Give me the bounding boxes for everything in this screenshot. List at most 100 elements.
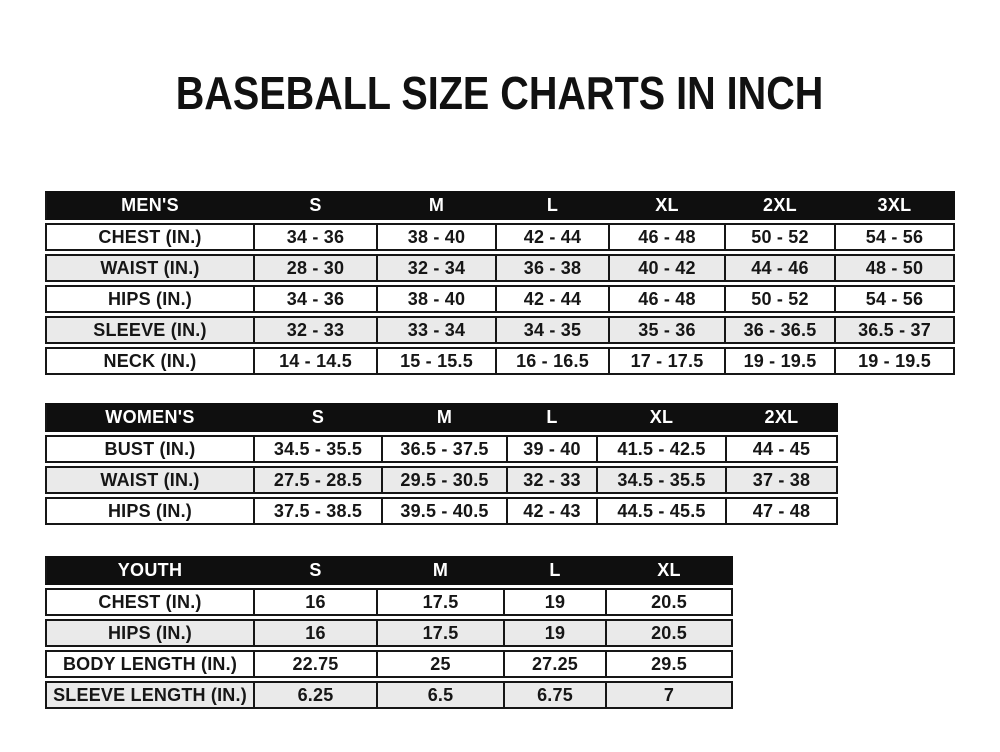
measurement-row: HIPS (IN.) 34 - 36 38 - 40 42 - 44 46 - 48 50… (45, 285, 955, 313)
size-value: 22.75 (255, 650, 378, 678)
size-value: 36.5 - 37 (836, 316, 955, 344)
measurement-row: NECK (IN.) 14 - 14.5 15 - 15.5 16 - 16.5 17 … (45, 347, 955, 375)
size-value: 28 - 30 (255, 254, 378, 282)
size-value: 37.5 - 38.5 (255, 497, 383, 525)
measurement-label: NECK (IN.) (45, 347, 255, 375)
size-value: 34 - 36 (255, 285, 378, 313)
size-value: 48 - 50 (836, 254, 955, 282)
size-value: 19 (505, 588, 607, 616)
header-row: MEN'S S M L XL 2XL 3XL (45, 191, 955, 220)
measurement-label: BUST (IN.) (45, 435, 255, 463)
page-title-text: BASEBALL SIZE CHARTS IN INCH (176, 67, 824, 119)
size-value: 19 (505, 619, 607, 647)
measurement-row: BUST (IN.) 34.5 - 35.5 36.5 - 37.5 39 - 40 4… (45, 435, 838, 463)
size-value: 44.5 - 45.5 (598, 497, 727, 525)
size-column-header: XL (610, 191, 726, 220)
measurement-row: HIPS (IN.) 16 17.5 19 20.5 (45, 619, 733, 647)
measurement-label: SLEEVE (IN.) (45, 316, 255, 344)
size-value: 6.75 (505, 681, 607, 709)
size-value: 25 (378, 650, 505, 678)
size-column-header: XL (607, 556, 733, 585)
size-column-header: L (508, 403, 598, 432)
size-value: 44 - 46 (726, 254, 836, 282)
size-value: 41.5 - 42.5 (598, 435, 727, 463)
size-column-header: L (497, 191, 610, 220)
size-value: 16 (255, 619, 378, 647)
size-value: 37 - 38 (727, 466, 838, 494)
size-value: 16 - 16.5 (497, 347, 610, 375)
size-column-header: S (255, 403, 383, 432)
size-tables-section: MEN'S S M L XL 2XL 3XL CHEST (IN.) 34 - 36 38 - 4… (45, 188, 1000, 712)
mens-size-table: MEN'S S M L XL 2XL 3XL CHEST (IN.) 34 - 36 38 - 4… (45, 188, 955, 378)
table-title-cell: WOMEN'S (45, 403, 255, 432)
size-column-header: M (378, 191, 497, 220)
measurement-row: WAIST (IN.) 27.5 - 28.5 29.5 - 30.5 32 - 33… (45, 466, 838, 494)
size-value: 54 - 56 (836, 223, 955, 251)
size-value: 17.5 (378, 619, 505, 647)
size-value: 46 - 48 (610, 223, 726, 251)
size-value: 27.25 (505, 650, 607, 678)
size-value: 38 - 40 (378, 223, 497, 251)
page-title: BASEBALL SIZE CHARTS IN INCH (0, 70, 1000, 116)
size-value: 16 (255, 588, 378, 616)
measurement-label: CHEST (IN.) (45, 223, 255, 251)
measurement-row: BODY LENGTH (IN.) 22.75 25 27.25 29.5 (45, 650, 733, 678)
size-column-header: M (383, 403, 508, 432)
measurement-row: HIPS (IN.) 37.5 - 38.5 39.5 - 40.5 42 - 43 4… (45, 497, 838, 525)
size-value: 50 - 52 (726, 285, 836, 313)
size-value: 38 - 40 (378, 285, 497, 313)
size-value: 44 - 45 (727, 435, 838, 463)
size-column-header: S (255, 191, 378, 220)
table-title-cell: MEN'S (45, 191, 255, 220)
size-value: 6.25 (255, 681, 378, 709)
measurement-label: WAIST (IN.) (45, 466, 255, 494)
size-value: 42 - 43 (508, 497, 598, 525)
size-value: 34 - 35 (497, 316, 610, 344)
size-value: 34.5 - 35.5 (598, 466, 727, 494)
size-value: 32 - 33 (255, 316, 378, 344)
size-column-header: 2XL (726, 191, 836, 220)
size-column-header: XL (598, 403, 727, 432)
size-value: 33 - 34 (378, 316, 497, 344)
measurement-row: CHEST (IN.) 34 - 36 38 - 40 42 - 44 46 - 48 5… (45, 223, 955, 251)
measurement-label: BODY LENGTH (IN.) (45, 650, 255, 678)
header-row: YOUTH S M L XL (45, 556, 733, 585)
size-value: 46 - 48 (610, 285, 726, 313)
measurement-row: WAIST (IN.) 28 - 30 32 - 34 36 - 38 40 - 42 4… (45, 254, 955, 282)
size-value: 27.5 - 28.5 (255, 466, 383, 494)
size-value: 19 - 19.5 (836, 347, 955, 375)
size-value: 39.5 - 40.5 (383, 497, 508, 525)
womens-size-table: WOMEN'S S M L XL 2XL BUST (IN.) 34.5 - 35.5 36.5… (45, 400, 838, 528)
measurement-label: SLEEVE LENGTH (IN.) (45, 681, 255, 709)
size-value: 34.5 - 35.5 (255, 435, 383, 463)
size-value: 36 - 38 (497, 254, 610, 282)
size-value: 42 - 44 (497, 285, 610, 313)
size-value: 32 - 33 (508, 466, 598, 494)
size-value: 39 - 40 (508, 435, 598, 463)
measurement-label: CHEST (IN.) (45, 588, 255, 616)
size-value: 29.5 - 30.5 (383, 466, 508, 494)
measurement-label: HIPS (IN.) (45, 285, 255, 313)
size-value: 19 - 19.5 (726, 347, 836, 375)
size-value: 7 (607, 681, 733, 709)
size-value: 20.5 (607, 588, 733, 616)
size-value: 36 - 36.5 (726, 316, 836, 344)
size-value: 17 - 17.5 (610, 347, 726, 375)
size-value: 20.5 (607, 619, 733, 647)
youth-size-table: YOUTH S M L XL CHEST (IN.) 16 17.5 19 20.5 HIPS (I… (45, 553, 733, 712)
size-value: 17.5 (378, 588, 505, 616)
size-value: 54 - 56 (836, 285, 955, 313)
size-value: 29.5 (607, 650, 733, 678)
size-value: 15 - 15.5 (378, 347, 497, 375)
size-column-header: L (505, 556, 607, 585)
size-value: 40 - 42 (610, 254, 726, 282)
measurement-label: HIPS (IN.) (45, 619, 255, 647)
table-title-cell: YOUTH (45, 556, 255, 585)
size-value: 35 - 36 (610, 316, 726, 344)
size-value: 32 - 34 (378, 254, 497, 282)
size-column-header: 3XL (836, 191, 955, 220)
size-value: 50 - 52 (726, 223, 836, 251)
measurement-row: CHEST (IN.) 16 17.5 19 20.5 (45, 588, 733, 616)
header-row: WOMEN'S S M L XL 2XL (45, 403, 838, 432)
measurement-label: HIPS (IN.) (45, 497, 255, 525)
